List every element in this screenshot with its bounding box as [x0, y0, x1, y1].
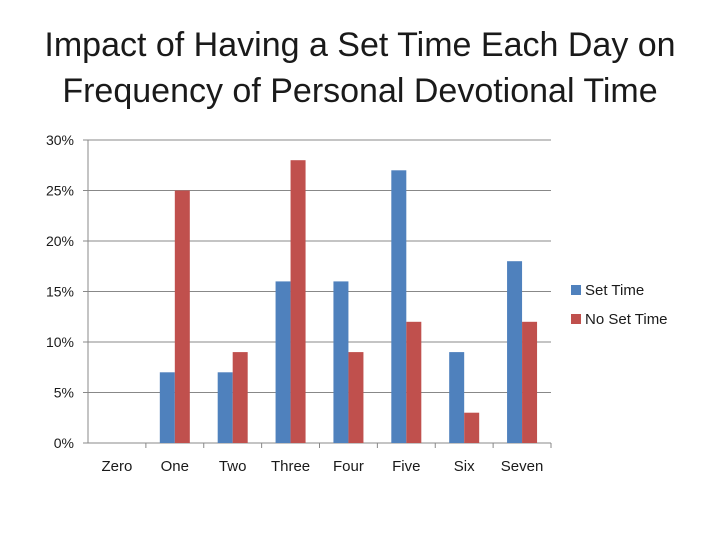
- legend-swatch: [571, 285, 581, 295]
- y-tick-label: 10%: [46, 334, 74, 350]
- chart-title: Impact of Having a Set Time Each Day on …: [0, 22, 720, 114]
- y-tick-label: 15%: [46, 284, 74, 300]
- bar-set-time-four: [333, 281, 349, 443]
- x-tick-label: Six: [454, 458, 475, 475]
- bar-set-time-three: [275, 281, 291, 443]
- chart-title-line-1: Impact of Having a Set Time Each Day on: [44, 26, 676, 64]
- y-tick-label: 5%: [54, 385, 74, 401]
- bar-no-set-time-two: [232, 352, 248, 443]
- x-tick-label: Five: [392, 458, 420, 475]
- bar-set-time-one: [159, 372, 175, 443]
- y-tick-label: 20%: [46, 233, 74, 249]
- x-tick-label: Four: [333, 458, 364, 475]
- legend-label: No Set Time: [585, 311, 668, 328]
- y-tick-label: 0%: [54, 435, 74, 451]
- x-tick-label: One: [161, 458, 189, 475]
- bar-no-set-time-seven: [522, 321, 538, 443]
- bar-no-set-time-six: [464, 412, 480, 443]
- bar-set-time-six: [449, 352, 465, 443]
- bar-set-time-seven: [507, 261, 523, 443]
- bar-no-set-time-four: [348, 352, 364, 443]
- x-tick-label: Two: [219, 458, 247, 475]
- bar-no-set-time-one: [174, 190, 190, 443]
- legend-swatch: [571, 314, 581, 324]
- y-tick-label: 25%: [46, 183, 74, 199]
- legend-label: Set Time: [585, 282, 644, 299]
- bar-set-time-two: [217, 372, 233, 443]
- x-tick-label: Seven: [501, 458, 544, 475]
- y-tick-label: 30%: [46, 132, 74, 148]
- bar-no-set-time-five: [406, 321, 422, 443]
- bar-no-set-time-three: [290, 160, 306, 443]
- x-tick-label: Zero: [102, 458, 133, 475]
- chart-title-line-2: Frequency of Personal Devotional Time: [62, 72, 658, 110]
- x-tick-label: Three: [271, 458, 310, 475]
- bar-set-time-five: [391, 170, 407, 444]
